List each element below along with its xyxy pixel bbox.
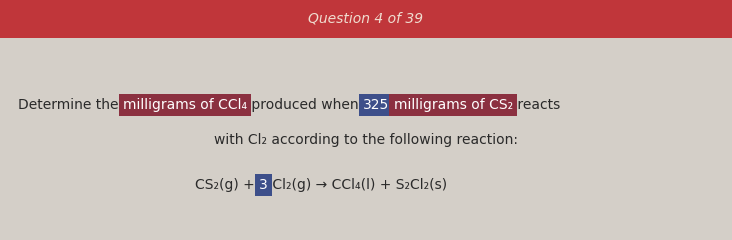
Text: milligrams of CS₂: milligrams of CS₂ (394, 98, 512, 112)
Text: 3: 3 (259, 178, 268, 192)
Text: 325: 325 (363, 98, 389, 112)
Text: milligrams of CCl₄: milligrams of CCl₄ (123, 98, 247, 112)
Text: Question 4 of 39: Question 4 of 39 (308, 12, 424, 26)
Bar (0, 0, 732, 38)
Text: produced when: produced when (247, 98, 363, 112)
Text: with Cl₂ according to the following reaction:: with Cl₂ according to the following reac… (214, 133, 518, 147)
Text: Cl₂(g) → CCl₄(l) + S₂Cl₂(s): Cl₂(g) → CCl₄(l) + S₂Cl₂(s) (268, 178, 447, 192)
Text: reacts: reacts (512, 98, 560, 112)
Text: CS₂(g) +: CS₂(g) + (195, 178, 259, 192)
Text: Determine the: Determine the (18, 98, 123, 112)
